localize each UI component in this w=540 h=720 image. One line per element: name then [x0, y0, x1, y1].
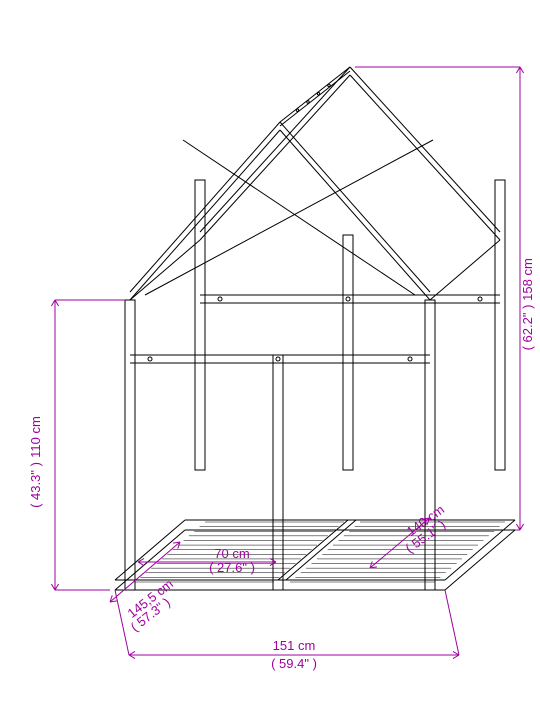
svg-text:158 cm: 158 cm [520, 258, 535, 301]
svg-text:( 59.4" ): ( 59.4" ) [271, 656, 317, 671]
svg-text:151 cm: 151 cm [273, 638, 316, 653]
svg-text:( 62.2" ): ( 62.2" ) [520, 305, 535, 351]
svg-text:110 cm: 110 cm [28, 416, 43, 458]
bed-frame-dimension-diagram: 110 cm( 43.3" )158 cm( 62.2" )145,5 cm( … [0, 0, 540, 720]
svg-text:70 cm: 70 cm [214, 546, 249, 561]
svg-text:( 43.3" ): ( 43.3" ) [28, 462, 43, 508]
svg-text:( 27.6" ): ( 27.6" ) [209, 560, 255, 575]
